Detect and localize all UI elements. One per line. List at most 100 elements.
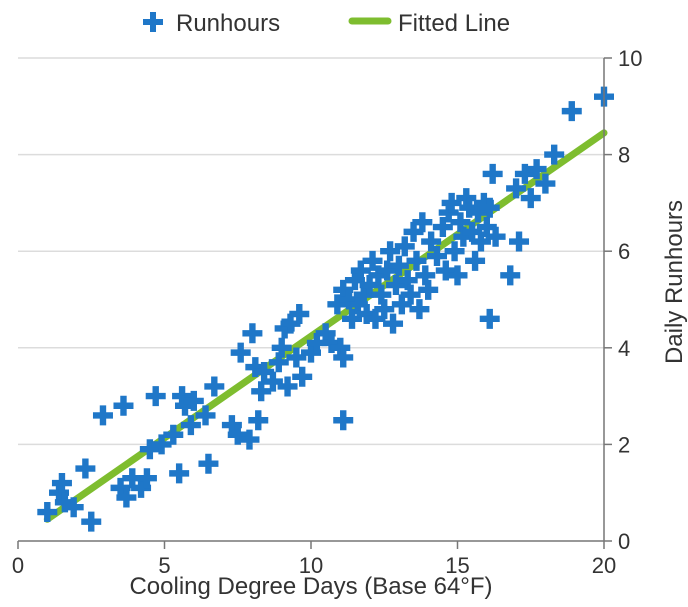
y-tick-label: 4 [618, 336, 630, 361]
data-point [406, 250, 427, 271]
data-point [441, 192, 462, 213]
y-axis-label: Daily Runhours [661, 200, 688, 364]
data-point [415, 265, 436, 286]
data-point [306, 332, 327, 353]
data-point [377, 260, 398, 281]
data-point [526, 159, 547, 180]
data-point [426, 246, 447, 267]
data-point [113, 395, 134, 416]
data-point [450, 212, 471, 233]
x-tick-label: 15 [445, 553, 469, 578]
data-point [183, 390, 204, 411]
data-point [465, 250, 486, 271]
y-tick-label: 0 [618, 529, 630, 554]
legend-label-fitted-line: Fitted Line [398, 10, 510, 37]
data-point [432, 217, 453, 238]
runhours-series [37, 86, 614, 532]
data-point [473, 192, 494, 213]
data-point [447, 265, 468, 286]
data-point [245, 357, 266, 378]
x-tick-label: 10 [299, 553, 323, 578]
data-point [362, 250, 383, 271]
data-point [198, 453, 219, 474]
data-point [280, 313, 301, 334]
data-point [479, 308, 500, 329]
x-axis-label: Cooling Degree Days (Base 64°F) [129, 573, 492, 600]
data-point [145, 386, 166, 407]
data-point [227, 424, 248, 445]
data-point [353, 284, 374, 305]
data-point [374, 299, 395, 320]
data-point [482, 163, 503, 184]
data-point [239, 429, 260, 450]
data-point [394, 236, 415, 257]
data-point [75, 458, 96, 479]
data-point [333, 347, 354, 368]
data-point [92, 405, 113, 426]
data-point [356, 303, 377, 324]
data-point [163, 424, 184, 445]
legend-item-fitted-line: Fitted Line [348, 10, 510, 37]
data-point [292, 366, 313, 387]
data-point [339, 289, 360, 310]
data-point [268, 352, 289, 373]
data-point [37, 502, 58, 523]
data-point [520, 188, 541, 209]
data-point [383, 313, 404, 334]
data-point [51, 473, 72, 494]
data-point [368, 265, 389, 286]
data-point [421, 231, 442, 252]
data-point [412, 212, 433, 233]
data-point [131, 477, 152, 498]
legend-label-runhours: Runhours [176, 10, 280, 37]
data-point [63, 497, 84, 518]
data-point [371, 284, 392, 305]
data-point [110, 477, 131, 498]
data-point [327, 294, 348, 315]
data-point [342, 308, 363, 329]
data-point [277, 376, 298, 397]
data-point [514, 163, 535, 184]
data-point [544, 144, 565, 165]
data-point [380, 241, 401, 262]
y-tick-label: 8 [618, 143, 630, 168]
data-point [485, 226, 506, 247]
data-point [122, 468, 143, 489]
data-point [286, 347, 307, 368]
data-point [409, 299, 430, 320]
data-point [535, 173, 556, 194]
data-point [453, 226, 474, 247]
data-point [397, 270, 418, 291]
y-tick-label: 6 [618, 239, 630, 264]
data-point [274, 318, 295, 339]
data-point [365, 308, 386, 329]
data-point [204, 376, 225, 397]
data-point [271, 337, 292, 358]
data-point [251, 381, 272, 402]
data-point [248, 410, 269, 431]
data-point [315, 323, 336, 344]
grid-lines [18, 57, 604, 446]
x-tick-label: 5 [158, 553, 170, 578]
x-tick-label: 0 [12, 553, 24, 578]
x-tick-label: 20 [592, 553, 616, 578]
legend-item-runhours: Runhours [143, 10, 280, 37]
data-point [403, 221, 424, 242]
axes [18, 58, 605, 542]
data-point [254, 361, 275, 382]
data-point [388, 255, 409, 276]
data-point [301, 342, 321, 363]
legend: Runhours Fitted Line [143, 10, 510, 37]
data-point [347, 294, 368, 315]
data-point [242, 323, 263, 344]
y-ticks: 0 2 4 6 8 10 [604, 46, 642, 554]
data-point [350, 260, 371, 281]
data-point [418, 279, 439, 300]
data-point [321, 332, 342, 353]
data-point [289, 303, 310, 324]
data-point [500, 265, 521, 286]
data-point [385, 275, 406, 296]
data-point [400, 284, 421, 305]
data-point [435, 260, 456, 281]
data-point [230, 342, 251, 363]
